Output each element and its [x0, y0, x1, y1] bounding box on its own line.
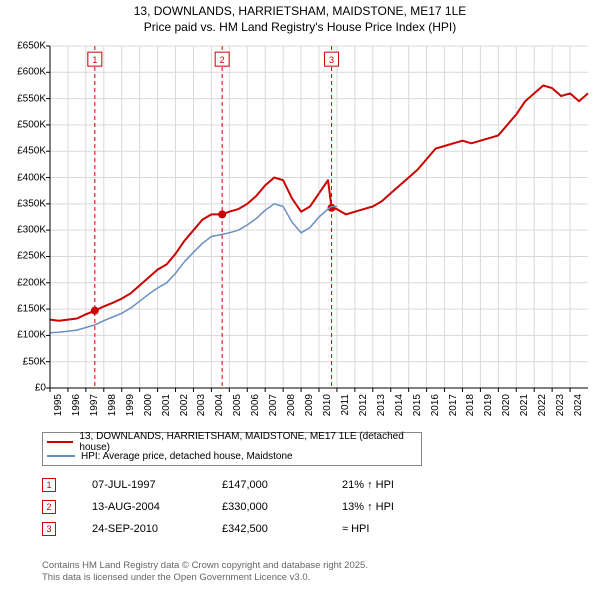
x-tick-label: 2014	[394, 394, 405, 416]
y-tick-label: £550K	[17, 93, 46, 104]
x-tick-label: 2012	[358, 394, 369, 416]
marker-index-box: 1	[42, 478, 56, 492]
x-tick-label: 1997	[89, 394, 100, 416]
chart-area: 1 2 3	[42, 42, 592, 422]
txn-date: 07-JUL-1997	[92, 479, 222, 491]
x-tick-label: 2018	[465, 394, 476, 416]
title-line1: 13, DOWNLANDS, HARRIETSHAM, MAIDSTONE, M…	[0, 4, 600, 20]
transactions-table: 1 07-JUL-1997 £147,000 21% ↑ HPI 2 13-AU…	[42, 474, 462, 540]
y-tick-label: £600K	[17, 67, 46, 78]
x-tick-label: 1995	[53, 394, 64, 416]
legend: 13, DOWNLANDS, HARRIETSHAM, MAIDSTONE, M…	[42, 432, 422, 466]
x-tick-label: 2010	[322, 394, 333, 416]
table-row: 1 07-JUL-1997 £147,000 21% ↑ HPI	[42, 474, 462, 496]
y-tick-label: £250K	[17, 251, 46, 262]
x-tick-label: 2007	[268, 394, 279, 416]
marker-index-box: 2	[42, 500, 56, 514]
title-line2: Price paid vs. HM Land Registry's House …	[0, 20, 600, 36]
x-tick-label: 2000	[143, 394, 154, 416]
footer-line2: This data is licensed under the Open Gov…	[42, 572, 368, 584]
y-tick-label: £0	[35, 383, 46, 394]
x-tick-label: 2022	[537, 394, 548, 416]
chart-container: 13, DOWNLANDS, HARRIETSHAM, MAIDSTONE, M…	[0, 0, 600, 590]
chart-svg: 1 2 3	[42, 42, 592, 422]
title-block: 13, DOWNLANDS, HARRIETSHAM, MAIDSTONE, M…	[0, 0, 600, 35]
x-tick-label: 2020	[501, 394, 512, 416]
txn-price: £147,000	[222, 479, 342, 491]
legend-swatch	[47, 441, 73, 443]
txn-price: £342,500	[222, 523, 342, 535]
y-tick-label: £650K	[17, 41, 46, 52]
marker-index-box: 3	[42, 522, 56, 536]
y-tick-label: £50K	[23, 356, 46, 367]
txn-delta: ≈ HPI	[342, 523, 462, 535]
x-tick-label: 2009	[304, 394, 315, 416]
x-tick-label: 2013	[376, 394, 387, 416]
txn-delta: 13% ↑ HPI	[342, 501, 462, 513]
y-tick-label: £450K	[17, 146, 46, 157]
x-tick-label: 2024	[573, 394, 584, 416]
txn-date: 13-AUG-2004	[92, 501, 222, 513]
x-tick-label: 2005	[232, 394, 243, 416]
y-tick-label: £100K	[17, 330, 46, 341]
svg-text:2: 2	[220, 55, 225, 65]
x-tick-label: 1999	[125, 394, 136, 416]
txn-price: £330,000	[222, 501, 342, 513]
table-row: 2 13-AUG-2004 £330,000 13% ↑ HPI	[42, 496, 462, 518]
x-tick-label: 2021	[519, 394, 530, 416]
svg-text:1: 1	[92, 55, 97, 65]
y-tick-label: £200K	[17, 277, 46, 288]
footer: Contains HM Land Registry data © Crown c…	[42, 560, 368, 584]
x-tick-label: 1998	[107, 394, 118, 416]
footer-line1: Contains HM Land Registry data © Crown c…	[42, 560, 368, 572]
x-tick-label: 2003	[196, 394, 207, 416]
y-tick-label: £400K	[17, 172, 46, 183]
x-tick-label: 2011	[340, 394, 351, 416]
y-tick-label: £150K	[17, 304, 46, 315]
x-tick-label: 2004	[214, 394, 225, 416]
x-tick-label: 2015	[412, 394, 423, 416]
legend-label: HPI: Average price, detached house, Maid…	[81, 451, 293, 462]
table-row: 3 24-SEP-2010 £342,500 ≈ HPI	[42, 518, 462, 540]
y-tick-label: £300K	[17, 225, 46, 236]
legend-row: 13, DOWNLANDS, HARRIETSHAM, MAIDSTONE, M…	[47, 435, 417, 449]
txn-delta: 21% ↑ HPI	[342, 479, 462, 491]
y-tick-label: £500K	[17, 119, 46, 130]
x-tick-label: 2001	[161, 394, 172, 416]
x-tick-label: 2006	[250, 394, 261, 416]
x-tick-label: 2017	[448, 394, 459, 416]
x-tick-label: 2008	[286, 394, 297, 416]
txn-date: 24-SEP-2010	[92, 523, 222, 535]
svg-text:3: 3	[329, 55, 334, 65]
x-tick-label: 2016	[430, 394, 441, 416]
x-tick-label: 2019	[483, 394, 494, 416]
x-tick-label: 2002	[179, 394, 190, 416]
legend-swatch	[47, 455, 75, 457]
y-tick-label: £350K	[17, 198, 46, 209]
x-tick-label: 1996	[71, 394, 82, 416]
x-tick-label: 2023	[555, 394, 566, 416]
